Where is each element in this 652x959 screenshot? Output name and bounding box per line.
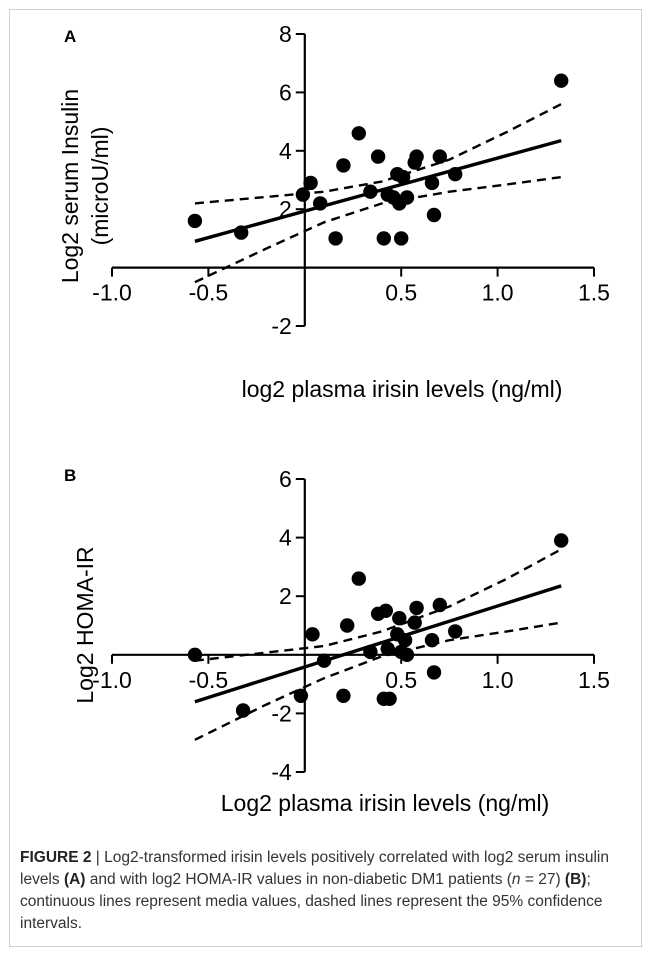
x-tick-label-a-1: -0.5 [189, 280, 229, 306]
x-tick-label-b-3: 1.0 [482, 667, 514, 693]
data-point-b-0 [187, 647, 203, 662]
x-axis-label-a: log2 plasma irisin levels (ng/ml) [242, 376, 563, 402]
chart-b: B -1.0 -0.5 0.5 1.0 1.5 -4 -2 2 4 6 Log2 plasma iri… [64, 466, 610, 816]
data-point-a-7 [351, 126, 366, 141]
x-tick-label-b-4: 1.5 [578, 667, 610, 693]
data-point-a-6 [336, 158, 351, 173]
data-point-a-0 [187, 213, 203, 229]
y-tick-label-b-1: -2 [271, 700, 291, 726]
y-axis-label-b-0: Log2 HOMA-IR [72, 546, 98, 703]
data-point-b-22 [426, 665, 442, 680]
data-point-b-12 [380, 641, 395, 657]
panel-label-b: B [64, 466, 76, 485]
data-point-a-3 [303, 175, 318, 191]
figure-frame [9, 9, 642, 947]
y-tick-label-a-3: 6 [279, 79, 292, 105]
caption-text-1: | Log2-transformed irisin levels positiv… [20, 849, 609, 888]
caption-text-3: = 27) [520, 871, 565, 888]
x-tick-label-a-0: -1.0 [92, 280, 132, 306]
data-point-a-15 [394, 231, 409, 246]
fit-line-a [194, 138, 562, 243]
figure-caption: FIGURE 2 | Log2-transformed irisin level… [20, 847, 630, 935]
data-point-b-20 [409, 600, 424, 616]
data-point-a-21 [426, 207, 442, 223]
caption-text-4: ; continuous lines represent media value… [20, 871, 603, 932]
data-point-b-6 [340, 618, 355, 633]
caption-n-symbol: n [511, 871, 521, 888]
figure-label: FIGURE 2 [20, 849, 92, 866]
ci-lower-b [194, 621, 562, 741]
data-point-a-23 [448, 167, 463, 182]
x-tick-label-b-0: -1.0 [92, 667, 132, 693]
x-axis-label-b: Log2 plasma irisin levels (ng/ml) [221, 790, 550, 816]
caption-label-a: (A) [63, 871, 86, 888]
data-point-b-2 [293, 688, 309, 703]
y-tick-label-a-4: 8 [279, 21, 292, 47]
data-point-a-5 [328, 231, 343, 246]
data-point-a-1 [234, 225, 249, 240]
data-point-a-16 [395, 169, 411, 185]
data-point-a-22 [432, 149, 447, 164]
data-point-a-17 [399, 190, 415, 205]
x-tick-label-b-1: -0.5 [189, 667, 229, 693]
y-tick-label-b-0: -4 [271, 759, 292, 785]
data-point-b-23 [432, 597, 447, 613]
data-point-b-8 [363, 644, 378, 660]
y-tick-label-a-0: -2 [271, 313, 291, 339]
y-tick-label-a-2: 4 [279, 138, 292, 164]
data-point-a-10 [376, 231, 391, 246]
data-point-b-25 [554, 533, 569, 548]
data-point-b-15 [392, 611, 407, 626]
data-point-a-8 [363, 184, 378, 199]
data-point-b-3 [305, 627, 320, 642]
data-point-b-13 [382, 691, 397, 706]
x-tick-label-a-3: 1.0 [482, 280, 514, 306]
y-axis-label-a-1: (microU/ml) [87, 127, 113, 246]
y-tick-label-b-2: 2 [279, 583, 292, 609]
data-point-b-18 [397, 633, 413, 648]
data-point-a-24 [554, 73, 569, 88]
data-point-b-24 [448, 624, 463, 639]
fit-line-b [194, 584, 562, 704]
data-point-b-5 [336, 688, 351, 703]
panel-label-a: A [64, 27, 76, 46]
data-point-a-4 [313, 196, 328, 211]
y-axis-label-a-0: Log2 serum Insulin [57, 89, 83, 283]
data-point-b-21 [424, 633, 440, 648]
data-point-b-1 [235, 703, 251, 718]
data-point-b-19 [407, 615, 422, 630]
data-point-b-11 [378, 603, 393, 618]
x-tick-label-a-2: 0.5 [385, 280, 417, 306]
y-tick-label-b-3: 4 [279, 525, 292, 551]
data-point-b-7 [351, 571, 366, 586]
caption-text-2: and with log2 HOMA-IR values in non-diab… [85, 871, 512, 888]
data-point-a-20 [424, 175, 440, 191]
data-point-b-4 [316, 653, 332, 668]
data-point-a-19 [409, 149, 424, 164]
data-point-a-2 [295, 187, 311, 202]
x-tick-label-b-2: 0.5 [385, 667, 417, 693]
ci-lower-a [194, 175, 562, 284]
caption-label-b: (B) [564, 871, 587, 888]
data-point-b-17 [399, 647, 415, 662]
data-point-a-9 [370, 149, 386, 164]
y-tick-label-b-4: 6 [279, 466, 292, 492]
x-tick-label-a-4: 1.5 [578, 280, 610, 306]
